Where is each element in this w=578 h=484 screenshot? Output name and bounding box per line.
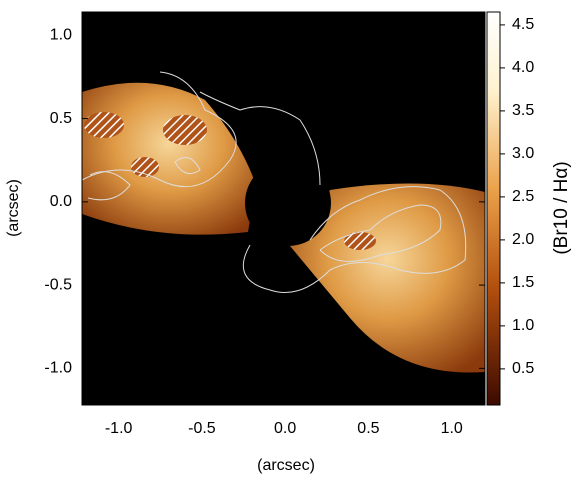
colorbar-tick-label: 0.5	[512, 360, 534, 377]
right-lobe	[290, 183, 485, 373]
y-tick-label: 0.5	[50, 110, 72, 127]
colorbar-tick-label: 2.0	[512, 231, 534, 248]
x-tick-label: 1.0	[441, 420, 463, 437]
y-tick-label: -0.5	[44, 276, 72, 293]
colorbar	[486, 11, 501, 406]
contour	[174, 157, 201, 175]
plot-frame	[81, 11, 486, 406]
left-lobe	[82, 82, 256, 235]
hatch	[344, 232, 376, 250]
colorbar-tick-label: 1.5	[512, 274, 534, 291]
x-axis-label: (arcsec)	[257, 457, 315, 474]
colorbar-tick-label: 4.0	[512, 59, 534, 76]
contour	[199, 91, 321, 186]
y-tick-label: -1.0	[44, 360, 72, 377]
colorbar-tick-label: 2.5	[512, 188, 534, 205]
y-tick-label: 1.0	[50, 27, 72, 44]
image	[82, 12, 485, 405]
contour	[82, 71, 237, 188]
colorbar-label: (Br10 / Hα)	[551, 161, 572, 254]
mask	[245, 160, 331, 246]
hatch	[163, 115, 207, 145]
x-tick-label: 0.0	[274, 420, 296, 437]
x-tick-label: -0.5	[188, 420, 216, 437]
contour	[319, 204, 442, 262]
colorbar-tick-label: 4.5	[512, 16, 534, 33]
colorbar-tick-label: 3.5	[512, 102, 534, 119]
colorbar-tick-label: 1.0	[512, 317, 534, 334]
contour	[242, 186, 467, 293]
hatch	[84, 112, 124, 138]
colorbar-tick-label: 3.0	[512, 145, 534, 162]
x-tick-label: 0.5	[357, 420, 379, 437]
y-axis-label: (arcsec)	[5, 179, 22, 237]
contour	[87, 171, 131, 201]
y-tick-label: 0.0	[50, 193, 72, 210]
x-tick-label: -1.0	[105, 420, 133, 437]
